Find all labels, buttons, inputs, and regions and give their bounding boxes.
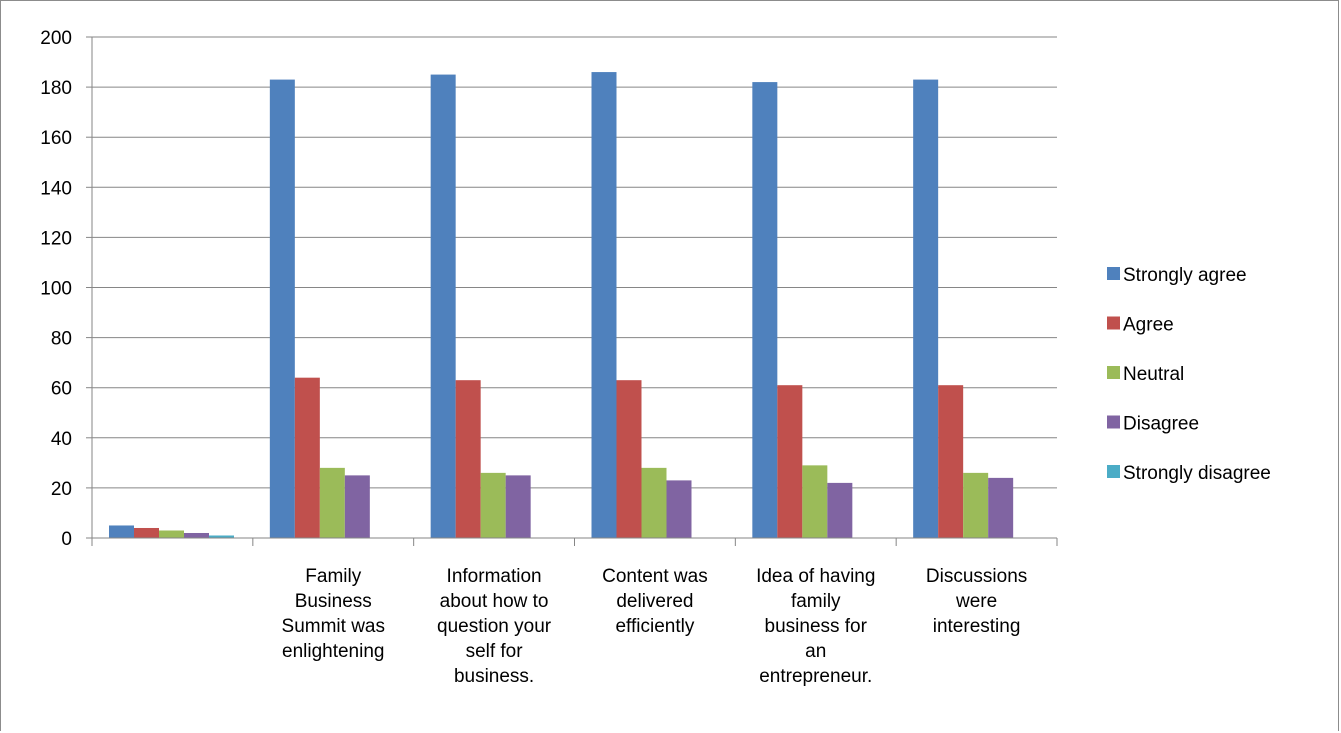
- legend-swatch: [1107, 316, 1120, 330]
- legend-swatch: [1107, 465, 1120, 478]
- legend-label: Agree: [1123, 315, 1174, 336]
- legend-label: Neutral: [1123, 364, 1184, 385]
- bar-agree: [616, 380, 642, 538]
- bar-neutral: [480, 472, 506, 538]
- bar-neutral: [319, 467, 345, 538]
- bar-strongly-agree: [913, 79, 939, 539]
- gridlines: [92, 36, 1057, 489]
- bar-disagree: [988, 477, 1014, 538]
- bar-strongly-disagree: [209, 535, 234, 538]
- y-tick-label: 200: [40, 28, 72, 49]
- bar-disagree: [827, 482, 853, 538]
- bar-neutral: [802, 465, 828, 538]
- bar-strongly-agree: [430, 74, 456, 538]
- y-tick-label: 0: [61, 529, 72, 550]
- legend: Strongly agree Agree Neutral Disagree Strong…: [1107, 265, 1271, 484]
- y-tick-label: 160: [40, 128, 72, 149]
- category-label: Family: [305, 566, 361, 587]
- legend-swatch: [1107, 267, 1120, 280]
- legend-swatch: [1107, 415, 1120, 429]
- category-label: entrepreneur.: [759, 666, 872, 687]
- category-label: were: [955, 591, 997, 612]
- bar-disagree: [505, 475, 531, 538]
- axes: [86, 36, 1058, 546]
- category-label: interesting: [933, 616, 1021, 637]
- category-labels: Family Business Summit was enlightening Info…: [282, 566, 1028, 687]
- legend-label: Strongly disagree: [1123, 463, 1271, 484]
- category-label: efficiently: [615, 616, 694, 637]
- category-label: Summit was: [282, 616, 385, 637]
- y-tick-label: 120: [40, 228, 72, 249]
- bar-neutral: [159, 530, 184, 538]
- bars: [109, 72, 1014, 539]
- category-label: Business: [295, 591, 372, 612]
- bar-neutral: [641, 467, 667, 538]
- legend-label: Disagree: [1123, 414, 1199, 435]
- y-tick-label: 60: [51, 379, 72, 400]
- category-label: an: [805, 641, 826, 662]
- y-tick-label: 40: [51, 429, 72, 450]
- bar-agree: [134, 527, 159, 538]
- category-label: delivered: [616, 591, 693, 612]
- legend-swatch: [1107, 366, 1120, 379]
- category-label: self for: [466, 641, 524, 662]
- y-tick-labels: 0 20 40 60 80 100 120 140 160 180 200: [40, 28, 72, 550]
- bar-strongly-agree: [109, 525, 134, 538]
- y-tick-label: 20: [51, 479, 72, 500]
- category-label: family: [791, 591, 841, 612]
- bar-strongly-agree: [591, 72, 617, 538]
- bar-agree: [294, 377, 320, 538]
- category-label: business for: [765, 616, 868, 637]
- bar-neutral: [963, 472, 989, 538]
- bar-agree: [777, 385, 803, 538]
- bar-agree: [455, 380, 481, 538]
- category-label: business.: [454, 666, 534, 687]
- category-label: question your: [437, 616, 552, 637]
- category-label: Content was: [602, 566, 708, 587]
- bar-disagree: [184, 532, 209, 538]
- category-label: Idea of having: [756, 566, 875, 587]
- category-label: Discussions: [926, 566, 1027, 587]
- category-label: enlightening: [282, 641, 384, 662]
- bar-strongly-agree: [269, 79, 295, 539]
- category-label: Information: [447, 566, 542, 587]
- bar-strongly-agree: [752, 82, 778, 538]
- legend-label: Strongly agree: [1123, 265, 1247, 286]
- y-tick-label: 80: [51, 329, 72, 350]
- y-tick-label: 100: [40, 279, 72, 300]
- y-tick-label: 180: [40, 78, 72, 99]
- bar-disagree: [666, 480, 692, 538]
- category-label: about how to: [440, 591, 549, 612]
- y-tick-label: 140: [40, 178, 72, 199]
- bar-agree: [938, 385, 964, 538]
- bar-disagree: [344, 475, 370, 538]
